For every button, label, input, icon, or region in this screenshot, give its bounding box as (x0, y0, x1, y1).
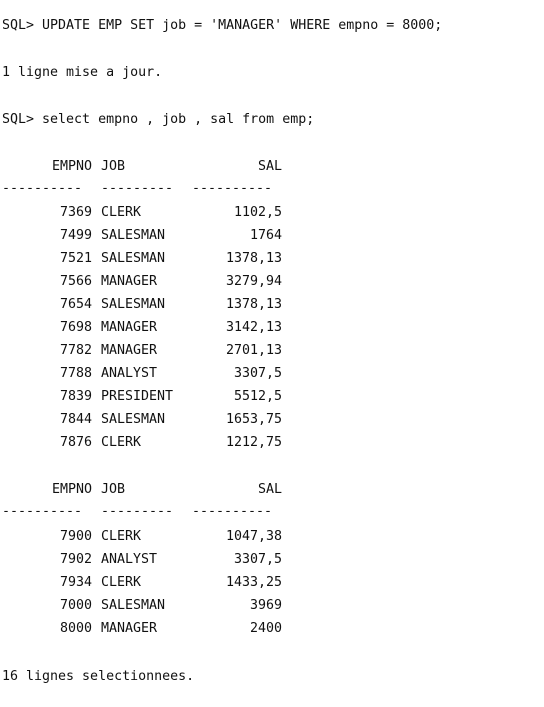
separator-job: --------- (101, 181, 174, 196)
cell-sal: 3307,5 (233, 366, 282, 381)
cell-empno: 7844 (59, 412, 92, 427)
cell-empno: 7698 (59, 320, 92, 335)
cell-sal: 1047,38 (225, 529, 282, 544)
cell-empno: 7499 (59, 228, 92, 243)
cell-empno: 7654 (59, 297, 92, 312)
cell-sal: 5512,5 (233, 389, 282, 404)
cell-job: SALESMAN (101, 598, 166, 613)
update-command-line: SQL> UPDATE EMP SET job = 'MANAGER' WHER… (2, 18, 443, 33)
separator-sal: ---------- (192, 181, 273, 196)
cell-sal: 1433,25 (225, 575, 282, 590)
cell-empno: 8000 (59, 621, 92, 636)
table-row: 7698 MANAGER 3142,13 (0, 319, 300, 337)
cell-job: SALESMAN (101, 412, 166, 427)
cell-empno: 7839 (59, 389, 92, 404)
table-row: 7566 MANAGER 3279,94 (0, 273, 300, 291)
cell-job: MANAGER (101, 621, 158, 636)
cell-sal: 3279,94 (225, 274, 282, 289)
table-row: 7654 SALESMAN 1378,13 (0, 296, 300, 314)
cell-job: CLERK (101, 205, 142, 220)
separator-sal: ---------- (192, 504, 273, 519)
header-empno: EMPNO (51, 159, 92, 174)
table-row: 7839 PRESIDENT 5512,5 (0, 388, 300, 406)
table-row: 7788 ANALYST 3307,5 (0, 365, 300, 383)
header-sal: SAL (257, 159, 282, 174)
cell-job: MANAGER (101, 343, 158, 358)
cell-empno: 7000 (59, 598, 92, 613)
cell-job: CLERK (101, 435, 142, 450)
table-row: 7934 CLERK 1433,25 (0, 574, 300, 592)
table-row: 7782 MANAGER 2701,13 (0, 342, 300, 360)
cell-empno: 7782 (59, 343, 92, 358)
cell-sal: 2701,13 (225, 343, 282, 358)
cell-job: SALESMAN (101, 251, 166, 266)
cell-sal: 3142,13 (225, 320, 282, 335)
cell-sal: 1764 (249, 228, 282, 243)
cell-empno: 7369 (59, 205, 92, 220)
result-header-row: EMPNO JOB SAL (0, 481, 300, 499)
separator-empno: ---------- (2, 181, 83, 196)
header-job: JOB (101, 482, 126, 497)
cell-job: SALESMAN (101, 228, 166, 243)
cell-empno: 7934 (59, 575, 92, 590)
rows-selected-footer: 16 lignes selectionnees. (2, 669, 195, 684)
table-row: 7900 CLERK 1047,38 (0, 528, 300, 546)
cell-sal: 2400 (249, 621, 282, 636)
cell-job: ANALYST (101, 552, 158, 567)
header-sal: SAL (257, 482, 282, 497)
cell-job: CLERK (101, 575, 142, 590)
cell-sal: 1378,13 (225, 297, 282, 312)
cell-empno: 7566 (59, 274, 92, 289)
cell-job: MANAGER (101, 274, 158, 289)
cell-empno: 7788 (59, 366, 92, 381)
table-row: 8000 MANAGER 2400 (0, 620, 300, 638)
separator-empno: ---------- (2, 504, 83, 519)
header-job: JOB (101, 159, 126, 174)
cell-job: PRESIDENT (101, 389, 174, 404)
cell-sal: 1102,5 (233, 205, 282, 220)
separator-job: --------- (101, 504, 174, 519)
cell-job: SALESMAN (101, 297, 166, 312)
cell-job: ANALYST (101, 366, 158, 381)
table-row: 7000 SALESMAN 3969 (0, 597, 300, 615)
select-command-line: SQL> select empno , job , sal from emp; (2, 112, 315, 127)
cell-sal: 1378,13 (225, 251, 282, 266)
cell-empno: 7902 (59, 552, 92, 567)
header-separator-row: ---------- --------- ---------- (0, 503, 300, 521)
cell-job: CLERK (101, 529, 142, 544)
result-header-row: EMPNO JOB SAL (0, 158, 300, 176)
header-separator-row: ---------- --------- ---------- (0, 180, 300, 198)
cell-sal: 3969 (249, 598, 282, 613)
table-row: 7902 ANALYST 3307,5 (0, 551, 300, 569)
table-row: 7521 SALESMAN 1378,13 (0, 250, 300, 268)
table-row: 7499 SALESMAN 1764 (0, 227, 300, 245)
cell-sal: 1212,75 (225, 435, 282, 450)
table-row: 7369 CLERK 1102,5 (0, 204, 300, 222)
table-row: 7876 CLERK 1212,75 (0, 434, 300, 452)
table-row: 7844 SALESMAN 1653,75 (0, 411, 300, 429)
cell-empno: 7900 (59, 529, 92, 544)
update-result-line: 1 ligne mise a jour. (2, 65, 163, 80)
cell-empno: 7521 (59, 251, 92, 266)
cell-sal: 1653,75 (225, 412, 282, 427)
cell-job: MANAGER (101, 320, 158, 335)
cell-empno: 7876 (59, 435, 92, 450)
header-empno: EMPNO (51, 482, 92, 497)
cell-sal: 3307,5 (233, 552, 282, 567)
